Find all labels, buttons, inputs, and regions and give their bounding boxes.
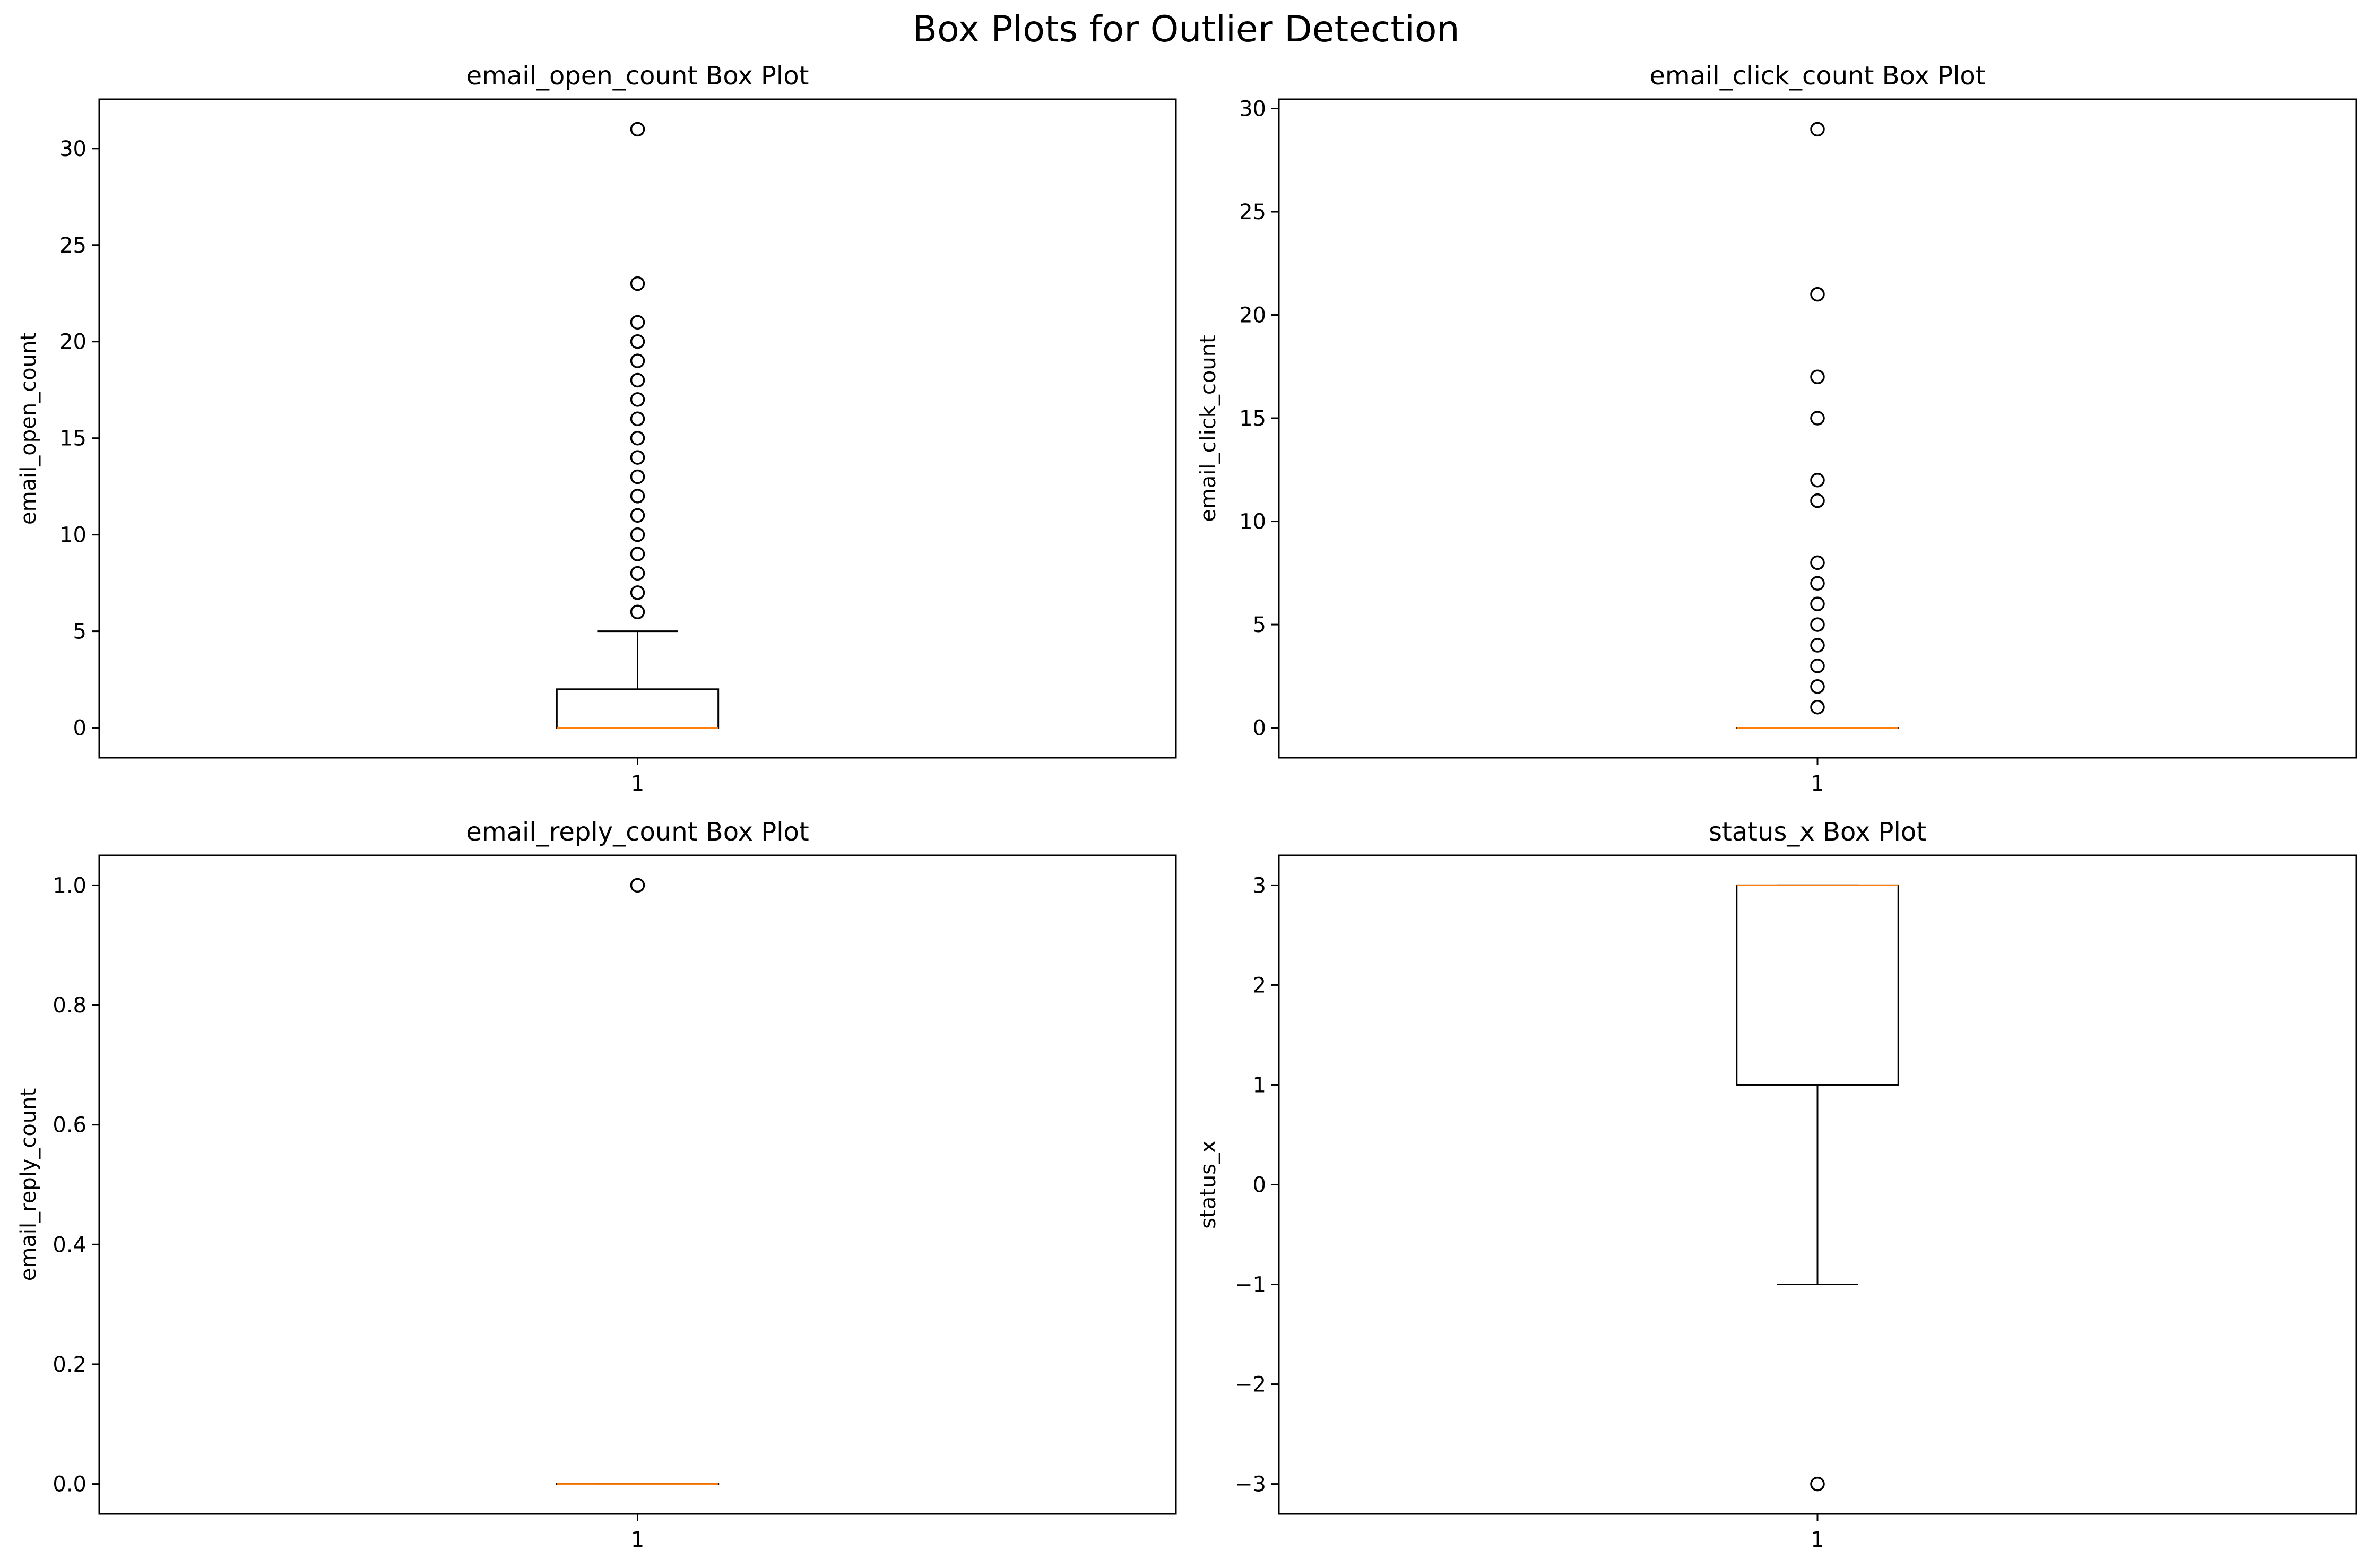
outlier-point (630, 489, 645, 504)
figure-title: Box Plots for Outlier Detection (912, 8, 1459, 50)
outlier-point (630, 450, 645, 465)
y-tick-label: 0 (73, 716, 86, 741)
x-tick-label: 1 (1811, 1528, 1824, 1552)
outlier-point (1810, 699, 1825, 715)
outlier-point (1810, 659, 1825, 673)
subplot-3: email_reply_count Box Plot email_reply_co… (16, 817, 1177, 1552)
outlier-point (630, 878, 645, 893)
x-tick-label: 1 (1811, 772, 1824, 796)
outlier-point (1810, 369, 1825, 384)
y-tick-label: 30 (1239, 97, 1266, 122)
y-tick-label: −3 (1235, 1472, 1266, 1497)
subplots: email_open_count Box Plot email_open_coun… (16, 61, 2357, 1552)
outlier-point (1810, 596, 1825, 611)
y-tick-label: 25 (59, 233, 86, 258)
y-axis-label: email_click_count (1196, 335, 1220, 522)
outlier-point (630, 508, 645, 523)
subplot-title: email_reply_count Box Plot (466, 817, 809, 847)
outlier-point (1810, 576, 1825, 591)
outlier-point (1810, 473, 1825, 488)
outlier-point (630, 315, 645, 330)
outlier-point (630, 392, 645, 407)
y-tick-label: 1 (1253, 1073, 1266, 1097)
subplot-title: status_x Box Plot (1709, 817, 1926, 847)
y-tick-label: −2 (1235, 1373, 1266, 1397)
outlier-point (630, 411, 645, 427)
y-tick-label: 15 (1239, 406, 1266, 431)
outlier-point (630, 372, 645, 388)
outlier-point (630, 585, 645, 600)
x-tick-label: 1 (631, 772, 644, 796)
y-tick-label: 0.0 (53, 1472, 86, 1497)
outlier-point (1810, 555, 1825, 570)
y-tick-label: 10 (59, 523, 86, 548)
outlier-point (630, 469, 645, 484)
outlier-point (1810, 638, 1825, 653)
outlier-point (630, 527, 645, 542)
outlier-point (1810, 617, 1825, 632)
subplot-title: email_open_count Box Plot (466, 61, 809, 91)
y-tick-label: 5 (1253, 613, 1266, 637)
outlier-point (630, 276, 645, 291)
y-tick-label: 0 (1253, 1173, 1266, 1198)
subplot-4: status_x Box Plot status_x −3 −2 −1 0 1 2 3 1 (1196, 817, 2357, 1552)
outlier-point (1810, 411, 1825, 426)
subplot-2: email_click_count Box Plot email_click_co… (1196, 61, 2357, 796)
y-tick-label: 0.4 (53, 1233, 86, 1257)
outlier-point (1810, 287, 1825, 302)
y-tick-label: 25 (1239, 200, 1266, 224)
subplot-1: email_open_count Box Plot email_open_coun… (16, 61, 1177, 796)
outlier-point (630, 334, 645, 349)
y-tick-label: 15 (59, 427, 86, 451)
y-tick-label: 10 (1239, 510, 1266, 534)
y-axis-label: email_open_count (16, 332, 41, 525)
y-tick-label: 20 (59, 330, 86, 354)
outlier-point (1810, 679, 1825, 694)
outlier-point (1810, 1476, 1825, 1492)
outlier-point (1810, 122, 1825, 137)
outlier-point (630, 122, 645, 137)
y-tick-label: 0 (1253, 716, 1266, 741)
outlier-point (630, 353, 645, 368)
y-axis-label: email_reply_count (16, 1088, 41, 1281)
outlier-point (630, 604, 645, 619)
y-tick-label: 1.0 (53, 873, 86, 898)
outlier-point (630, 566, 645, 581)
y-tick-label: 0.8 (53, 993, 86, 1018)
y-tick-label: −1 (1235, 1273, 1266, 1297)
y-tick-label: 0.2 (53, 1353, 86, 1377)
y-tick-label: 0.6 (53, 1113, 86, 1138)
y-tick-label: 30 (59, 137, 86, 161)
outlier-point (630, 547, 645, 561)
y-tick-label: 20 (1239, 304, 1266, 328)
y-axis-label: status_x (1196, 1140, 1220, 1229)
y-tick-label: 3 (1253, 873, 1266, 898)
y-tick-label: 5 (73, 620, 86, 644)
subplot-title: email_click_count Box Plot (1649, 61, 1985, 91)
x-tick-label: 1 (631, 1528, 644, 1552)
y-tick-label: 2 (1253, 973, 1266, 998)
outlier-point (630, 430, 645, 446)
outlier-point (1810, 493, 1825, 508)
